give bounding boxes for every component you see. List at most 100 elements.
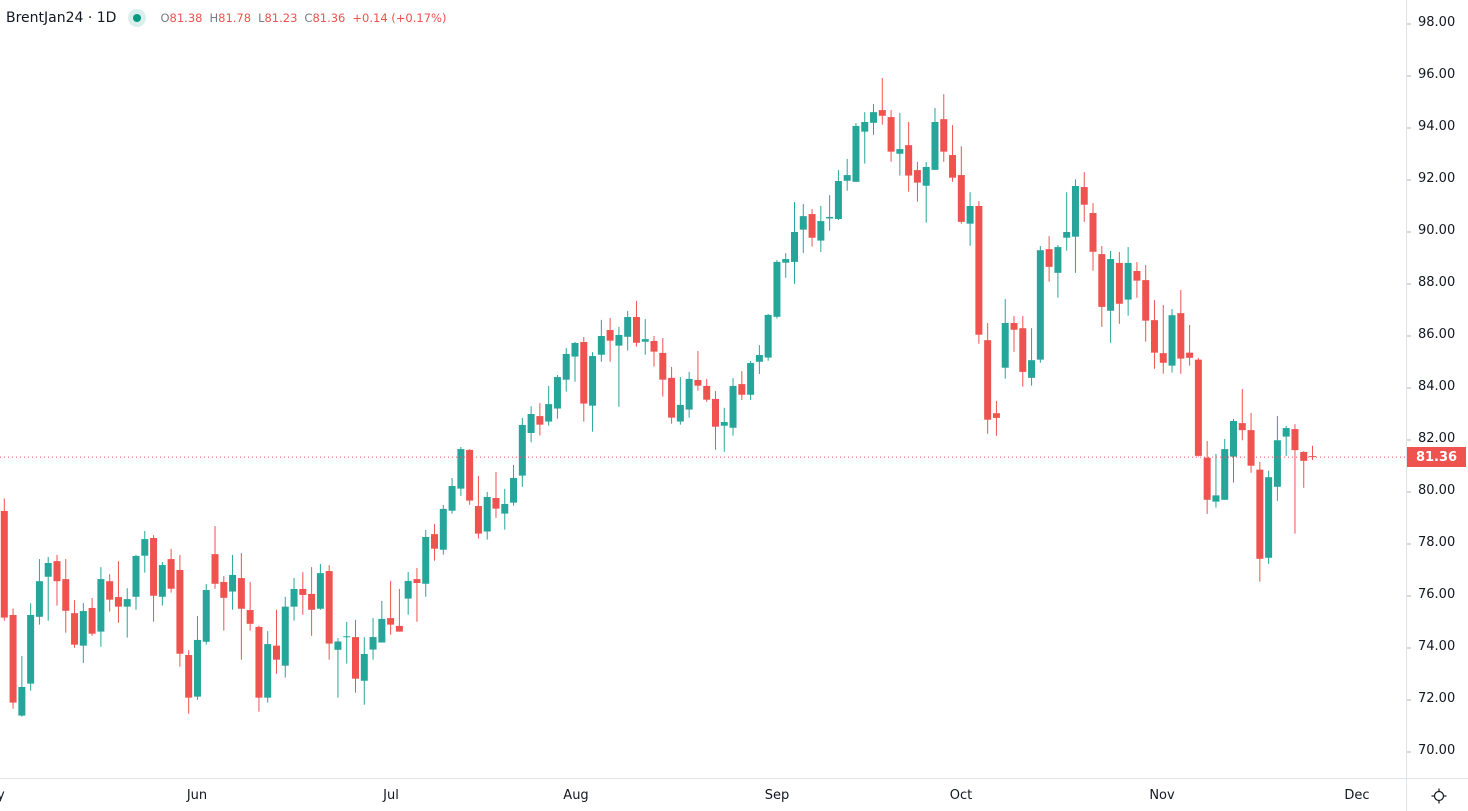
candle-body-up [931,122,939,170]
candle [878,78,886,125]
candle [1186,325,1194,366]
candle-body-down [413,579,421,583]
candle [949,125,957,182]
candle [668,366,676,424]
candle [202,584,210,645]
candle [431,523,439,561]
candle-body-up [1221,449,1229,500]
candle [738,371,746,400]
candle [694,351,702,391]
candle-body-down [905,145,913,176]
candle-body-down [975,206,983,335]
candle [281,596,289,678]
high-label: H [209,11,219,25]
candle-body-down [1203,457,1211,500]
candle-body-up [1063,232,1071,238]
candle [79,603,87,663]
candle [501,488,509,530]
candle [360,637,368,705]
candle-body-up [44,562,52,577]
candle [1107,250,1115,343]
candle-body-down [606,330,614,341]
candle-body-up [562,353,570,380]
candle-body-down [395,625,403,632]
candle [395,588,403,632]
candle [1089,203,1097,271]
candle [685,371,693,418]
candle-body-down [185,655,193,698]
candle-body-up [518,424,526,476]
candle-body-up [422,536,430,584]
candle-body-down [299,588,307,595]
candle [1001,299,1009,379]
candle-body-down [237,578,245,609]
candle-body-up [773,261,781,317]
price-tick-label: 94.00 [1418,119,1456,134]
candle-body-up [1054,247,1062,273]
candle [246,581,254,631]
low-value: 81.23 [264,11,298,25]
candle [562,347,570,392]
candle [1230,418,1237,483]
candle-body-up [597,336,605,355]
candle-body-up [281,606,289,666]
candle-body-up [378,618,386,643]
candle-body-up [852,125,860,182]
candle-body-down [1010,323,1018,330]
candle [597,319,605,362]
candle-body-up [334,641,342,650]
candle-body-up [755,354,763,362]
candle [711,391,719,450]
candle [413,567,421,622]
candle-body-up [553,377,561,409]
candle-body-down [1142,280,1150,321]
candle [791,202,798,284]
candle [439,505,447,555]
candle [264,631,272,703]
candle-body-up [1265,477,1273,558]
candle [1291,424,1299,534]
candle [457,447,465,496]
price-tick-label: 74.00 [1418,639,1456,654]
candle [1282,425,1290,456]
candle [141,531,149,573]
candle-body-down [808,214,816,238]
candle-body-up [97,579,105,632]
candle [1300,451,1308,488]
candle [492,471,500,518]
candle-body-up [799,216,807,230]
time-tick-label: Dec [1344,788,1370,803]
candle-body-up [1168,315,1176,366]
candle [624,311,632,351]
candle [905,122,913,192]
gear-icon[interactable] [1430,787,1448,805]
candle [852,123,860,182]
candle-body-down [114,597,122,607]
candle-body-up [966,206,974,224]
candle-body-down [466,449,474,501]
candle-body-down [694,379,702,386]
candle [1273,416,1281,501]
candle-body-down [352,637,359,679]
price-tick-label: 76.00 [1418,587,1456,602]
candle [870,104,878,135]
candle [1133,262,1141,298]
candle [158,561,166,606]
market-status-icon[interactable] [128,9,147,27]
open-value: 81.38 [169,11,203,25]
candle-body-down [431,534,439,549]
candle-body-up [641,339,649,342]
candle-body-up [861,122,869,132]
candle [957,146,965,224]
symbol-title[interactable]: BrentJan24 · 1D [6,10,117,26]
candle-body-up [290,588,298,607]
candle [1150,300,1158,369]
candle [44,557,52,621]
candle-body-down [167,559,175,589]
candle [0,498,8,621]
candle-body-up [676,404,684,422]
candle-body-up [826,216,834,219]
candle-body-up [1282,428,1290,437]
candle [1177,289,1185,374]
